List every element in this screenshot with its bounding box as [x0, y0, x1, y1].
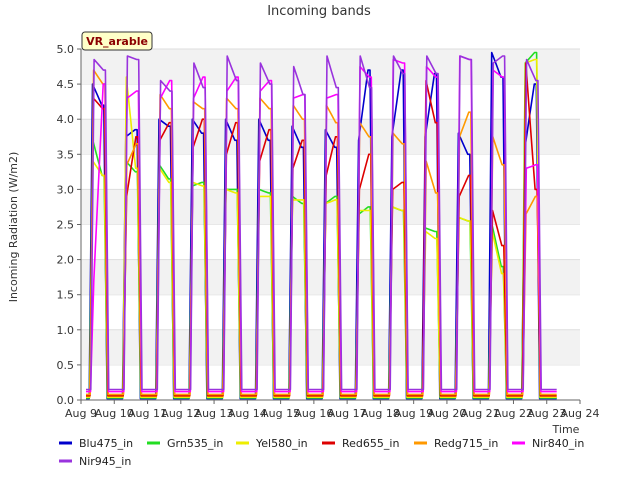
- y-axis-label: Incoming Radiation (W/m2): [7, 152, 20, 303]
- y-tick-label: 3.0: [57, 183, 75, 196]
- x-tick-label: Aug 18: [361, 407, 400, 420]
- x-tick-label: Aug 9: [65, 407, 97, 420]
- x-tick-label: Aug 13: [195, 407, 234, 420]
- y-tick-label: 2.5: [57, 219, 75, 232]
- grid-band: [81, 189, 580, 225]
- legend-label: Grn535_in: [167, 437, 223, 450]
- x-tick-label: Aug 11: [128, 407, 167, 420]
- x-axis-label: Time: [552, 423, 580, 436]
- legend-item-grn535-in: Grn535_in: [147, 437, 223, 450]
- grid-band: [81, 259, 580, 295]
- legend-label: Nir945_in: [79, 455, 131, 468]
- x-tick-label: Aug 19: [394, 407, 433, 420]
- x-tick-label: Aug 21: [461, 407, 500, 420]
- y-tick-label: 5.0: [57, 43, 75, 56]
- y-tick-label: 4.5: [57, 78, 75, 91]
- x-tick-label: Aug 16: [294, 407, 333, 420]
- y-tick-label: 2.0: [57, 254, 75, 267]
- chart-title: Incoming bands: [267, 4, 371, 19]
- legend-item-nir840-in: Nir840_in: [512, 437, 584, 450]
- series-layer: [86, 51, 557, 400]
- x-tick-label: Aug 20: [427, 407, 466, 420]
- x-tick-label: Aug 10: [95, 407, 134, 420]
- y-tick-label: 3.5: [57, 148, 75, 161]
- legend-item-yel580-in: Yel580_in: [236, 437, 308, 450]
- legend-label: Nir840_in: [532, 437, 584, 450]
- y-tick-label: 1.0: [57, 324, 75, 337]
- legend-label: Redg715_in: [434, 437, 498, 450]
- x-tick-label: Aug 23: [527, 407, 566, 420]
- legend-label: Blu475_in: [79, 437, 133, 450]
- legend-item-blu475-in: Blu475_in: [59, 437, 133, 450]
- legend-item-nir945-in: Nir945_in: [59, 455, 131, 468]
- y-tick-label: 1.5: [57, 289, 75, 302]
- site-badge-box: [81, 31, 153, 51]
- grid-band: [81, 329, 580, 365]
- legend: Blu475_in Grn535_in Yel580_in Red655_in Redg…: [59, 437, 584, 468]
- x-tick-label: Aug 12: [161, 407, 200, 420]
- y-tick-label: 0.5: [57, 359, 75, 372]
- x-tick-label: Aug 17: [328, 407, 367, 420]
- x-tick-label: Aug 14: [228, 407, 267, 420]
- x-tick-label: Aug 15: [261, 407, 300, 420]
- legend-item-redg715-in: Redg715_in: [414, 437, 498, 450]
- site-badge-label: VR_arable: [86, 35, 148, 48]
- legend-label: Yel580_in: [255, 437, 308, 450]
- x-tick-label: Aug 24: [561, 407, 600, 420]
- y-tick-label: 0.0: [57, 394, 75, 407]
- y-tick-label: 4.0: [57, 113, 75, 126]
- series-line-nir945-in: [86, 55, 557, 391]
- site-badge: VR_arable: [81, 31, 153, 51]
- legend-item-red655-in: Red655_in: [322, 437, 399, 450]
- legend-label: Red655_in: [342, 437, 399, 450]
- x-tick-label: Aug 22: [494, 407, 533, 420]
